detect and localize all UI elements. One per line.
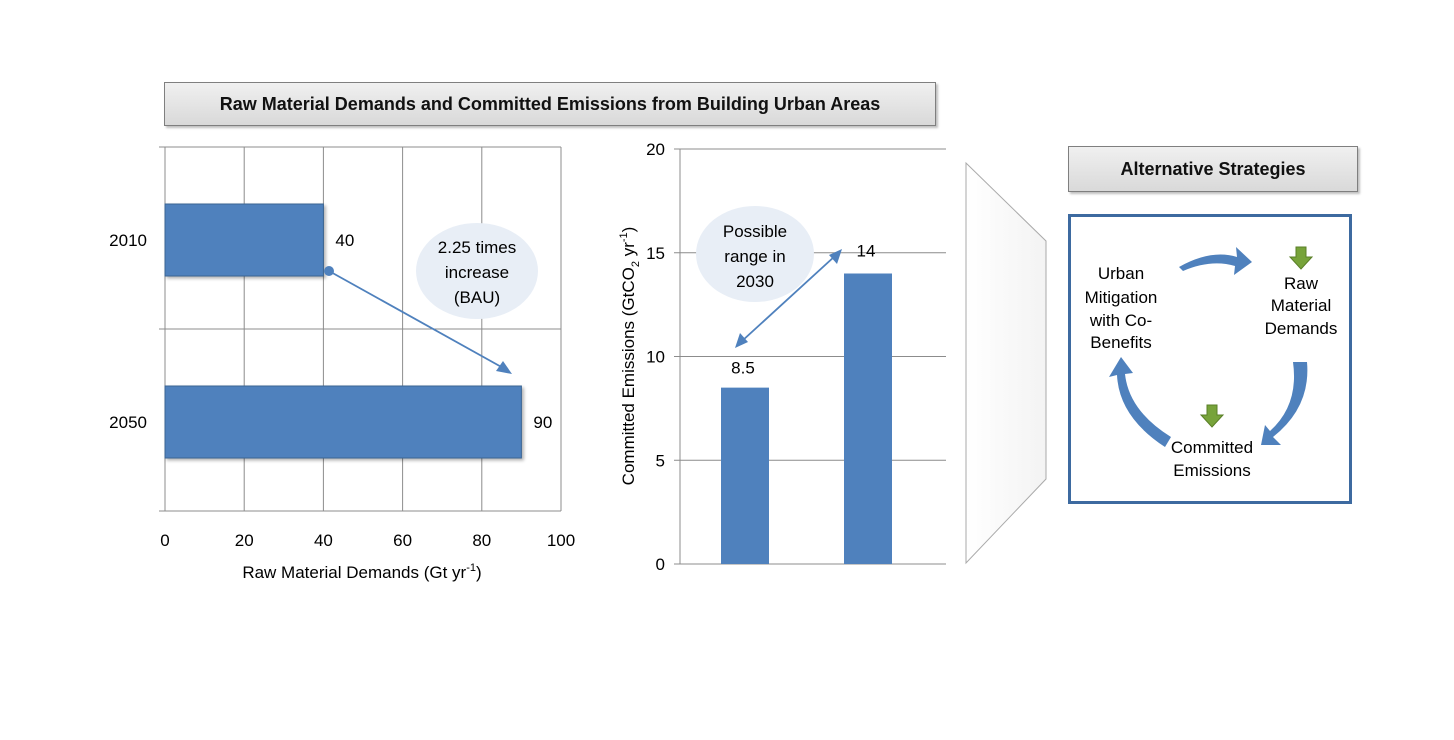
y-tick-label: 0	[656, 555, 665, 574]
increase-annotation-bubble	[416, 223, 538, 319]
figure-title: Raw Material Demands and Committed Emiss…	[164, 82, 936, 126]
x-tick-label: 60	[393, 531, 412, 550]
data-labels: 8.5 14	[731, 242, 875, 378]
bar-1	[844, 273, 892, 564]
bar-2050	[164, 385, 522, 459]
urban-line-1: Urban	[1098, 264, 1144, 283]
cycle-arrow-top	[1179, 247, 1252, 275]
y-axis-label: Committed Emissions (GtCO2 yr-1)	[618, 227, 642, 486]
data-labels: 40 90	[335, 231, 552, 432]
data-label-2050: 90	[533, 413, 552, 432]
data-label-0: 8.5	[731, 359, 755, 378]
annotation-line-3: 2030	[736, 272, 774, 291]
x-tick-label: 0	[160, 531, 169, 550]
bar-0	[721, 387, 769, 564]
y-tick-label: 5	[656, 451, 665, 470]
increase-arrow	[324, 266, 512, 374]
bars	[721, 273, 892, 564]
data-label-1: 14	[857, 242, 876, 261]
committed-line-2: Emissions	[1173, 461, 1250, 480]
range-arrow	[735, 249, 842, 348]
y-tick-label: 20	[646, 140, 665, 159]
chart-grid	[674, 148, 946, 565]
alternative-strategies-title: Alternative Strategies	[1068, 146, 1358, 192]
annotation-line-3: (BAU)	[454, 288, 500, 307]
annotation-line-2: increase	[445, 263, 509, 282]
y-tick-label: 10	[646, 348, 665, 367]
category-label-2050: 2050	[109, 413, 147, 432]
raw-material-chart: 0 20 40 60 80 100 2010 2050 40 90 2.25 times in…	[109, 146, 575, 582]
y-axis-categories: 2010 2050	[109, 231, 147, 432]
urban-line-2: Mitigation	[1085, 288, 1158, 307]
x-axis-label: Raw Material Demands (Gt yr-1)	[242, 562, 481, 582]
bars	[164, 203, 522, 459]
annotation-line-2: range in	[724, 247, 785, 266]
down-arrow-icon-committed	[1199, 404, 1225, 428]
bar-2010	[164, 203, 324, 277]
strategy-cycle-panel: Urban Mitigation with Co- Benefits Raw M…	[1068, 214, 1352, 504]
raw-line-1: Raw	[1284, 274, 1319, 293]
x-tick-label: 40	[314, 531, 333, 550]
committed-emissions-chart: 0 5 10 15 20 8.5 14 Possible range in 2030 Co…	[618, 140, 946, 574]
cycle-arrow-left	[1109, 357, 1171, 447]
x-tick-label: 20	[235, 531, 254, 550]
urban-line-4: Benefits	[1090, 333, 1151, 352]
urban-line-3: with Co-	[1089, 311, 1152, 330]
cycle-diagram: Urban Mitigation with Co- Benefits Raw M…	[1085, 246, 1338, 480]
y-axis-ticks: 0 5 10 15 20	[646, 140, 665, 574]
raw-line-2: Material	[1271, 296, 1331, 315]
x-tick-label: 100	[547, 531, 575, 550]
x-tick-label: 80	[472, 531, 491, 550]
category-label-2010: 2010	[109, 231, 147, 250]
committed-line-1: Committed	[1171, 438, 1253, 457]
annotation-line-1: 2.25 times	[438, 238, 516, 257]
cycle-arrow-right	[1261, 362, 1308, 445]
y-tick-label: 15	[646, 244, 665, 263]
annotation-line-1: Possible	[723, 222, 787, 241]
funnel-connector	[965, 161, 1047, 565]
range-annotation-bubble	[696, 206, 814, 302]
down-arrow-icon-raw	[1288, 246, 1314, 270]
data-label-2010: 40	[335, 231, 354, 250]
raw-line-3: Demands	[1265, 319, 1338, 338]
x-axis-ticks: 0 20 40 60 80 100	[160, 531, 575, 550]
